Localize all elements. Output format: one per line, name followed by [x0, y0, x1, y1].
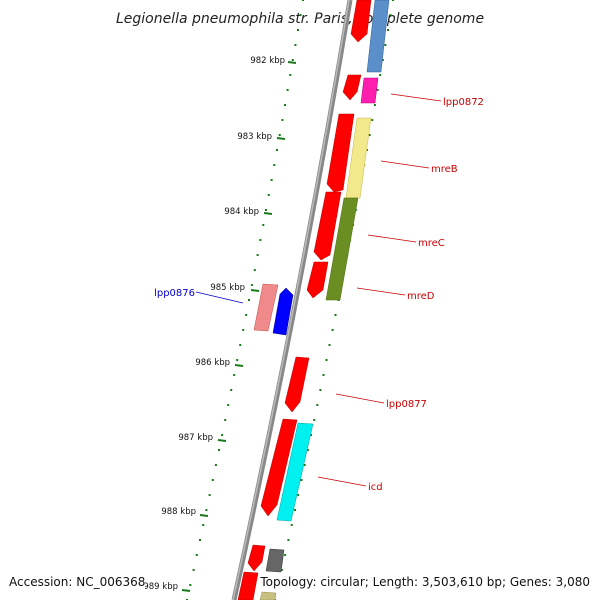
kbp-tick — [234, 364, 244, 367]
gene-label-lpp0877[interactable]: lpp0877 — [386, 399, 427, 410]
gene-feature[interactable] — [366, 0, 390, 73]
leader-line — [390, 93, 442, 102]
gene-feature-mreC[interactable] — [325, 197, 359, 301]
kbp-label-987: 987 kbp — [178, 433, 213, 443]
accession-text: Accession: NC_006368 — [9, 575, 146, 589]
kbp-label-989: 989 kbp — [143, 582, 178, 592]
gene-feature[interactable] — [253, 283, 279, 332]
leader-line — [195, 291, 244, 304]
gene-label-lpp0876[interactable]: lpp0876 — [154, 288, 195, 299]
gene-label-icd[interactable]: icd — [368, 482, 383, 493]
genome-backbone — [231, 0, 353, 600]
gene-feature-icd[interactable] — [276, 422, 314, 522]
kbp-label-985: 985 kbp — [210, 283, 245, 293]
genome-backbone-highlight — [232, 0, 350, 600]
cds-feature[interactable] — [247, 544, 266, 572]
kbp-tick — [287, 61, 297, 64]
gene-label-mreD[interactable]: mreD — [407, 291, 435, 302]
leader-line — [380, 160, 430, 169]
kbp-label-984: 984 kbp — [224, 207, 259, 217]
cds-feature[interactable] — [326, 113, 355, 193]
cds-feature[interactable] — [306, 261, 329, 299]
kbp-tick — [199, 514, 209, 517]
gene-label-mreB[interactable]: mreB — [431, 164, 458, 175]
gene-label-leaders — [195, 93, 442, 487]
kbp-ticks: 982 kbp 983 kbp 984 kbp 985 kbp 986 kbp … — [143, 56, 297, 592]
cds-feature[interactable] — [313, 191, 342, 261]
gene-features — [237, 0, 390, 600]
gene-feature-lpp0872[interactable] — [360, 77, 379, 104]
leader-line — [356, 287, 406, 296]
topology-text: Topology: circular; Length: 3,503,610 bp… — [260, 575, 590, 589]
leader-line — [317, 476, 367, 487]
cds-feature[interactable] — [237, 571, 259, 600]
map-title: Legionella pneumophila str. Paris, compl… — [116, 11, 484, 27]
cds-feature[interactable] — [350, 0, 372, 43]
cds-feature[interactable] — [260, 418, 298, 517]
kbp-label-986: 986 kbp — [195, 358, 230, 368]
kbp-tick — [276, 137, 286, 140]
kbp-label-982: 982 kbp — [250, 56, 285, 66]
kbp-tick — [217, 439, 227, 442]
outer-tick-ring — [186, 0, 304, 600]
kbp-label-988: 988 kbp — [161, 507, 196, 517]
leader-line — [367, 234, 417, 243]
gene-feature-mreB[interactable] — [345, 117, 372, 199]
kbp-label-983: 983 kbp — [237, 132, 272, 142]
gene-label-mreC[interactable]: mreC — [418, 238, 445, 249]
gene-feature[interactable] — [265, 548, 285, 573]
gene-feature-lpp0877[interactable] — [284, 356, 310, 413]
kbp-tick — [181, 589, 191, 592]
leader-line — [335, 393, 385, 404]
cds-feature[interactable] — [342, 74, 362, 101]
gene-feature[interactable] — [259, 591, 277, 600]
kbp-tick — [263, 212, 273, 215]
gene-label-lpp0872[interactable]: lpp0872 — [443, 97, 484, 108]
gene-feature-lpp0876[interactable] — [272, 287, 294, 336]
gene-labels: lpp0872 mreB mreC mreD lpp0876 lpp0877 i… — [154, 97, 484, 493]
kbp-tick — [250, 289, 260, 292]
